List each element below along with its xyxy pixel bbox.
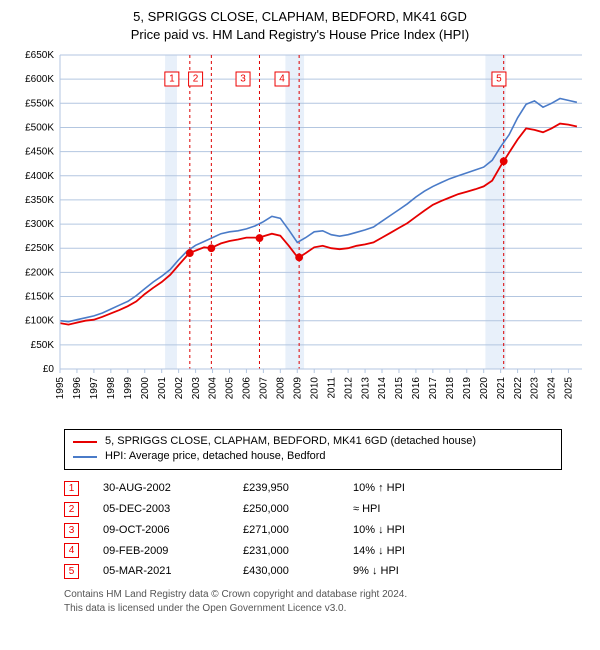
sale-date: 09-OCT-2006 (103, 520, 243, 541)
svg-text:£350K: £350K (25, 195, 54, 206)
legend: 5, SPRIGGS CLOSE, CLAPHAM, BEDFORD, MK41… (64, 429, 562, 470)
sale-badge: 2 (64, 502, 79, 517)
svg-text:1996: 1996 (72, 377, 83, 400)
footnote-line-1: Contains HM Land Registry data © Crown c… (64, 588, 562, 602)
title-line-1: 5, SPRIGGS CLOSE, CLAPHAM, BEDFORD, MK41… (10, 8, 590, 26)
svg-text:£200K: £200K (25, 267, 54, 278)
sale-price: £430,000 (243, 561, 353, 582)
sale-hpi-relation: 9% ↓ HPI (353, 561, 473, 582)
svg-text:2014: 2014 (377, 377, 388, 400)
sales-table: 1 30-AUG-2002£239,95010% ↑ HPI 2 05-DEC-200… (64, 478, 562, 582)
svg-text:5: 5 (496, 74, 502, 85)
svg-text:1997: 1997 (89, 377, 100, 400)
svg-text:2015: 2015 (394, 377, 405, 400)
svg-text:2009: 2009 (292, 377, 303, 400)
svg-text:3: 3 (240, 74, 246, 85)
sale-badge: 1 (64, 481, 79, 496)
svg-text:2011: 2011 (326, 377, 337, 399)
svg-text:£150K: £150K (25, 292, 54, 303)
svg-text:£100K: £100K (25, 316, 54, 327)
svg-text:2008: 2008 (276, 377, 287, 400)
svg-text:2025: 2025 (564, 377, 575, 400)
sale-price: £271,000 (243, 520, 353, 541)
svg-text:2022: 2022 (513, 377, 524, 400)
svg-text:4: 4 (279, 74, 285, 85)
legend-swatch (73, 456, 97, 458)
svg-text:1995: 1995 (55, 377, 66, 400)
svg-text:2: 2 (193, 74, 199, 85)
svg-text:£50K: £50K (31, 340, 55, 351)
svg-text:£600K: £600K (25, 74, 54, 85)
footnote-line-2: This data is licensed under the Open Gov… (64, 602, 562, 616)
svg-text:2020: 2020 (479, 377, 490, 400)
svg-text:2000: 2000 (140, 377, 151, 400)
svg-text:£400K: £400K (25, 171, 54, 182)
sale-row: 3 09-OCT-2006£271,00010% ↓ HPI (64, 520, 562, 541)
title-line-2: Price paid vs. HM Land Registry's House … (10, 26, 590, 44)
sale-date: 09-FEB-2009 (103, 541, 243, 562)
svg-text:£300K: £300K (25, 219, 54, 230)
svg-text:2013: 2013 (360, 377, 371, 400)
sale-hpi-relation: ≈ HPI (353, 499, 473, 520)
sale-date: 30-AUG-2002 (103, 478, 243, 499)
title-block: 5, SPRIGGS CLOSE, CLAPHAM, BEDFORD, MK41… (10, 8, 590, 43)
svg-text:2005: 2005 (225, 377, 236, 400)
svg-text:2017: 2017 (428, 377, 439, 400)
legend-row: HPI: Average price, detached house, Bedf… (73, 449, 553, 464)
sale-hpi-relation: 10% ↑ HPI (353, 478, 473, 499)
sale-row: 2 05-DEC-2003£250,000≈ HPI (64, 499, 562, 520)
svg-text:2021: 2021 (496, 377, 507, 400)
svg-text:£250K: £250K (25, 243, 54, 254)
sale-price: £250,000 (243, 499, 353, 520)
page-container: 5, SPRIGGS CLOSE, CLAPHAM, BEDFORD, MK41… (0, 0, 600, 623)
svg-text:2023: 2023 (530, 377, 541, 400)
sale-row: 1 30-AUG-2002£239,95010% ↑ HPI (64, 478, 562, 499)
svg-text:£450K: £450K (25, 147, 54, 158)
svg-text:2006: 2006 (242, 377, 253, 400)
svg-text:2010: 2010 (309, 377, 320, 400)
svg-text:2018: 2018 (445, 377, 456, 400)
svg-text:2012: 2012 (343, 377, 354, 400)
legend-label: HPI: Average price, detached house, Bedf… (105, 449, 326, 464)
svg-text:2007: 2007 (259, 377, 270, 400)
svg-text:£650K: £650K (25, 50, 54, 61)
svg-text:2024: 2024 (547, 377, 558, 400)
sale-date: 05-MAR-2021 (103, 561, 243, 582)
legend-row: 5, SPRIGGS CLOSE, CLAPHAM, BEDFORD, MK41… (73, 434, 553, 449)
sale-badge: 3 (64, 523, 79, 538)
footnote: Contains HM Land Registry data © Crown c… (64, 588, 562, 615)
sale-badge: 5 (64, 564, 79, 579)
svg-text:2004: 2004 (208, 377, 219, 400)
svg-text:2002: 2002 (174, 377, 185, 400)
svg-text:2019: 2019 (462, 377, 473, 400)
sale-price: £231,000 (243, 541, 353, 562)
svg-text:£500K: £500K (25, 123, 54, 134)
svg-text:2001: 2001 (157, 377, 168, 400)
svg-text:1: 1 (169, 74, 175, 85)
legend-swatch (73, 441, 97, 443)
chart-svg: £0 £50K £100K £150K £200K £250K £300K £350K £400… (10, 49, 590, 419)
svg-text:2016: 2016 (411, 377, 422, 400)
price-chart: £0 £50K £100K £150K £200K £250K £300K £350K £400… (10, 49, 590, 419)
svg-text:1999: 1999 (123, 377, 134, 400)
svg-text:£0: £0 (43, 364, 55, 375)
sale-badge: 4 (64, 543, 79, 558)
sale-date: 05-DEC-2003 (103, 499, 243, 520)
sale-price: £239,950 (243, 478, 353, 499)
sale-hpi-relation: 14% ↓ HPI (353, 541, 473, 562)
svg-text:2003: 2003 (191, 377, 202, 400)
svg-text:1998: 1998 (106, 377, 117, 400)
sale-hpi-relation: 10% ↓ HPI (353, 520, 473, 541)
svg-text:£550K: £550K (25, 98, 54, 109)
sale-row: 5 05-MAR-2021£430,0009% ↓ HPI (64, 561, 562, 582)
legend-label: 5, SPRIGGS CLOSE, CLAPHAM, BEDFORD, MK41… (105, 434, 476, 449)
sale-row: 4 09-FEB-2009£231,00014% ↓ HPI (64, 541, 562, 562)
